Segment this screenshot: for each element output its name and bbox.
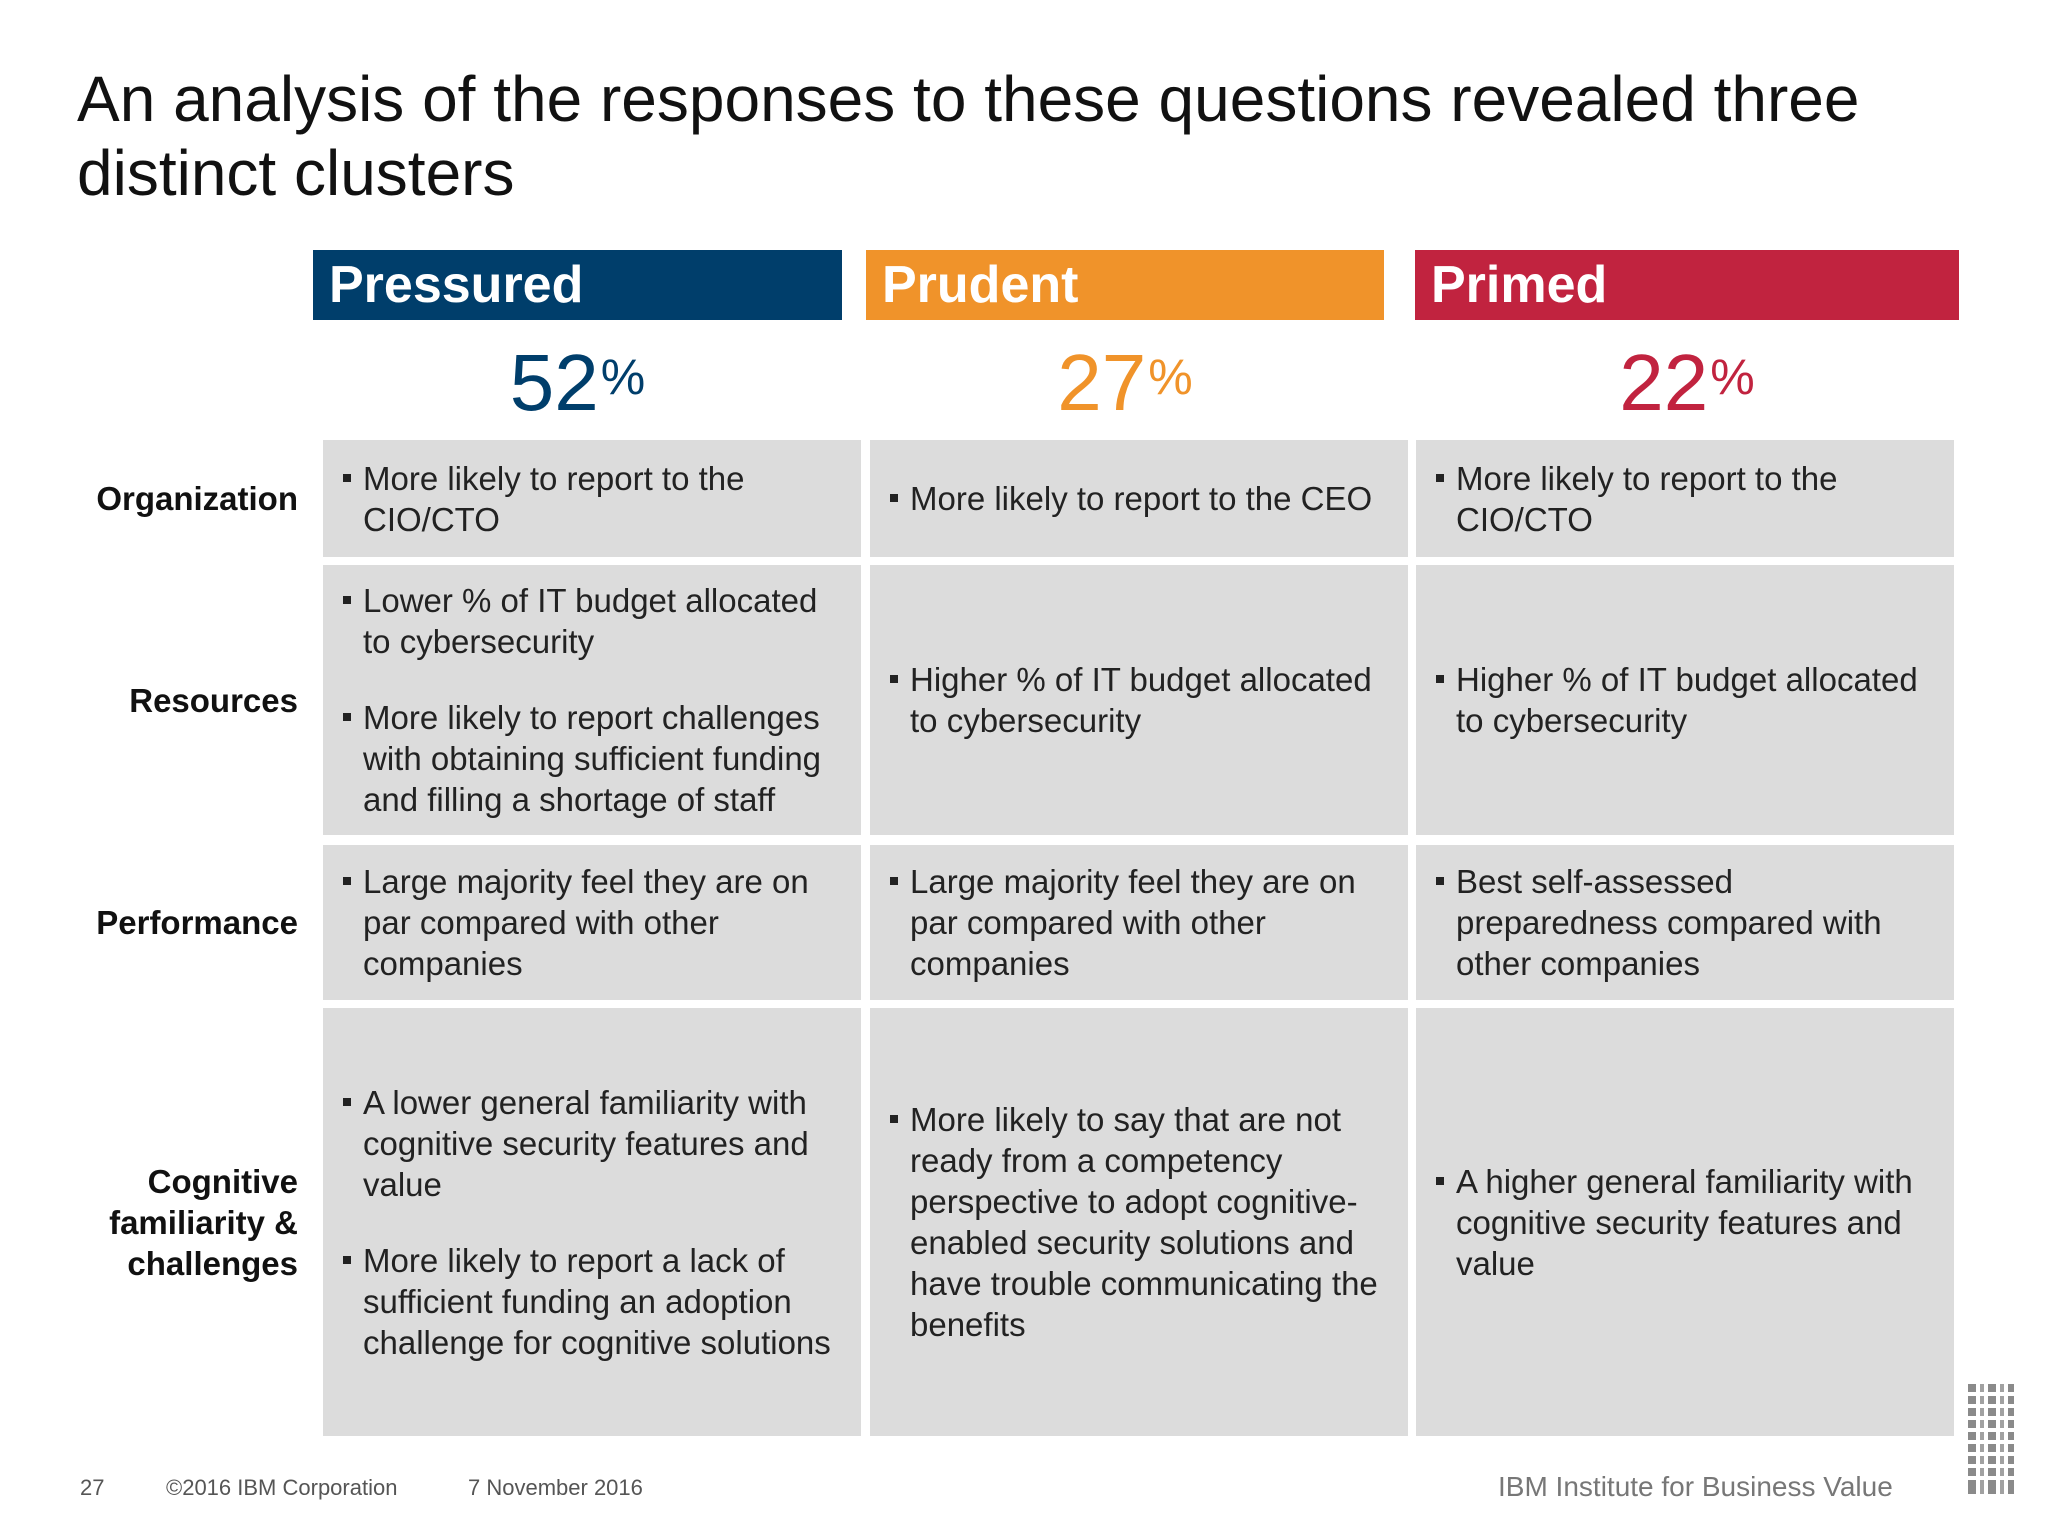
bullet-text: Lower % of IT budget allocated to cybers… — [363, 582, 818, 660]
cell-resources-primed: Higher % of IT budget allocated to cyber… — [1416, 565, 1954, 835]
cell-organization-pressured: More likely to report to the CIO/CTO — [323, 440, 861, 557]
cluster-percent-prudent: 27% — [870, 338, 1380, 428]
percent-sign: % — [600, 349, 646, 405]
bullet-text: More likely to say that are not ready fr… — [910, 1101, 1378, 1343]
row-label-cognitive: Cognitive familiarity & challenges — [109, 1162, 298, 1282]
bullet-item: More likely to report to the CIO/CTO — [343, 458, 843, 540]
bullet-square-icon — [1436, 877, 1444, 885]
bullet-text: Best self-assessed preparedness compared… — [1456, 863, 1882, 982]
bullet-square-icon — [890, 494, 898, 502]
percent-sign: % — [1710, 349, 1755, 405]
bullet-text: More likely to report challenges with ob… — [363, 699, 822, 818]
bullet-text: More likely to report a lack of sufficie… — [363, 1241, 831, 1361]
page-number: 27 — [80, 1475, 105, 1500]
cell-cognitive-prudent: More likely to say that are not ready fr… — [870, 1008, 1408, 1436]
percent-value: 52 — [509, 338, 599, 427]
bullet-square-icon — [343, 1255, 351, 1264]
cluster-name: Pressured — [329, 256, 584, 314]
cell-performance-primed: Best self-assessed preparedness compared… — [1416, 845, 1954, 1000]
bullet-item: Lower % of IT budget allocated to cybers… — [343, 580, 843, 662]
bullet-square-icon — [890, 877, 898, 885]
cluster-header-prudent: Prudent — [866, 250, 1384, 320]
cell-cognitive-pressured: A lower general familiarity with cogniti… — [323, 1008, 861, 1436]
bullet-item: More likely to say that are not ready fr… — [890, 1099, 1390, 1345]
cluster-percent-primed: 22% — [1425, 338, 1949, 428]
bullet-text: More likely to report to the CIO/CTO — [363, 459, 745, 538]
percent-sign: % — [1148, 349, 1193, 405]
bullet-square-icon — [1436, 473, 1444, 482]
bullet-item: More likely to report a lack of sufficie… — [343, 1240, 843, 1363]
bullet-item: More likely to report to the CEO — [890, 478, 1390, 519]
brand-tagline: IBM Institute for Business Value — [1498, 1471, 1893, 1502]
bullet-square-icon — [343, 473, 351, 482]
percent-value: 22 — [1619, 338, 1709, 427]
bullet-text: Large majority feel they are on par comp… — [910, 863, 1356, 982]
cell-performance-pressured: Large majority feel they are on par comp… — [323, 845, 861, 1000]
bullet-item: Higher % of IT budget allocated to cyber… — [1436, 659, 1936, 741]
cell-organization-primed: More likely to report to the CIO/CTO — [1416, 440, 1954, 557]
ibm-logo-icon — [1966, 1384, 2016, 1494]
bullet-square-icon — [343, 713, 351, 721]
bullet-text: Higher % of IT budget allocated to cyber… — [1456, 661, 1918, 739]
bullet-text: Higher % of IT budget allocated to cyber… — [910, 661, 1372, 739]
bullet-square-icon — [343, 877, 351, 885]
copyright: ©2016 IBM Corporation — [166, 1475, 398, 1500]
bullet-text: A higher general familiarity with cognit… — [1456, 1162, 1913, 1282]
row-label-resources: Resources — [129, 681, 298, 719]
bullet-text: Large majority feel they are on par comp… — [363, 863, 809, 982]
bullet-item: Large majority feel they are on par comp… — [890, 861, 1390, 984]
bullet-square-icon — [890, 675, 898, 683]
bullet-item: Large majority feel they are on par comp… — [343, 861, 843, 984]
bullet-item: More likely to report challenges with ob… — [343, 697, 843, 820]
bullet-square-icon — [343, 1097, 351, 1106]
cluster-name: Prudent — [882, 256, 1079, 314]
footer-date: 7 November 2016 — [468, 1475, 643, 1500]
bullet-text: More likely to report to the CEO — [910, 480, 1373, 517]
cluster-name: Primed — [1431, 256, 1608, 314]
bullet-item: A higher general familiarity with cognit… — [1436, 1161, 1936, 1284]
cell-cognitive-primed: A higher general familiarity with cognit… — [1416, 1008, 1954, 1436]
bullet-text: More likely to report to the CIO/CTO — [1456, 459, 1838, 538]
cluster-percent-pressured: 52% — [323, 338, 832, 428]
percent-value: 27 — [1057, 338, 1147, 427]
cell-performance-prudent: Large majority feel they are on par comp… — [870, 845, 1408, 1000]
cluster-header-pressured: Pressured — [313, 250, 842, 320]
bullet-square-icon — [343, 596, 351, 604]
bullet-item: A lower general familiarity with cogniti… — [343, 1082, 843, 1205]
cell-organization-prudent: More likely to report to the CEO — [870, 440, 1408, 557]
bullet-item: Best self-assessed preparedness compared… — [1436, 861, 1936, 984]
bullet-square-icon — [1436, 675, 1444, 683]
cluster-header-primed: Primed — [1415, 250, 1959, 320]
row-label-organization: Organization — [96, 480, 298, 517]
bullet-item: Higher % of IT budget allocated to cyber… — [890, 659, 1390, 741]
cell-resources-pressured: Lower % of IT budget allocated to cybers… — [323, 565, 861, 835]
bullet-square-icon — [1436, 1176, 1444, 1185]
bullet-square-icon — [890, 1115, 898, 1123]
page-title: An analysis of the responses to these qu… — [77, 63, 1860, 209]
bullet-text: A lower general familiarity with cogniti… — [363, 1083, 809, 1203]
row-label-performance: Performance — [96, 904, 298, 941]
cell-resources-prudent: Higher % of IT budget allocated to cyber… — [870, 565, 1408, 835]
bullet-item: More likely to report to the CIO/CTO — [1436, 458, 1936, 540]
